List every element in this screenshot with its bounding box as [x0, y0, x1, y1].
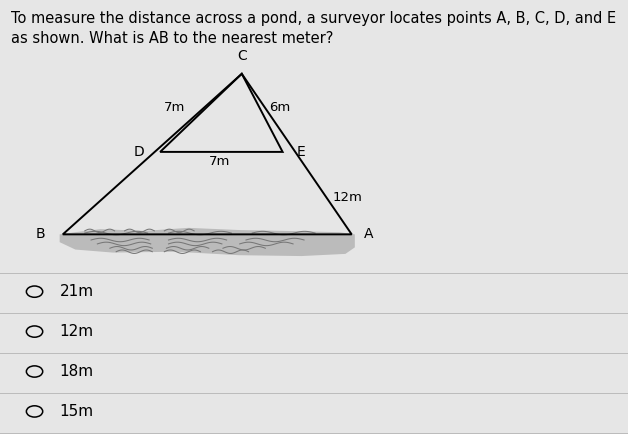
Text: To measure the distance across a pond, a surveyor locates points A, B, C, D, and: To measure the distance across a pond, a…	[11, 11, 617, 26]
Text: 18m: 18m	[60, 364, 94, 379]
Text: 7m: 7m	[164, 101, 185, 114]
Text: 12m: 12m	[60, 324, 94, 339]
Polygon shape	[60, 228, 355, 256]
Text: 12m: 12m	[333, 191, 363, 204]
Text: 6m: 6m	[269, 101, 290, 114]
Text: A: A	[364, 227, 374, 241]
Text: E: E	[296, 145, 305, 159]
Text: 21m: 21m	[60, 284, 94, 299]
Text: as shown. What is AB to the nearest meter?: as shown. What is AB to the nearest mete…	[11, 31, 333, 46]
Text: 15m: 15m	[60, 404, 94, 419]
Text: C: C	[237, 49, 247, 63]
Text: D: D	[134, 145, 144, 159]
Text: B: B	[36, 227, 45, 241]
Text: 7m: 7m	[209, 155, 230, 168]
